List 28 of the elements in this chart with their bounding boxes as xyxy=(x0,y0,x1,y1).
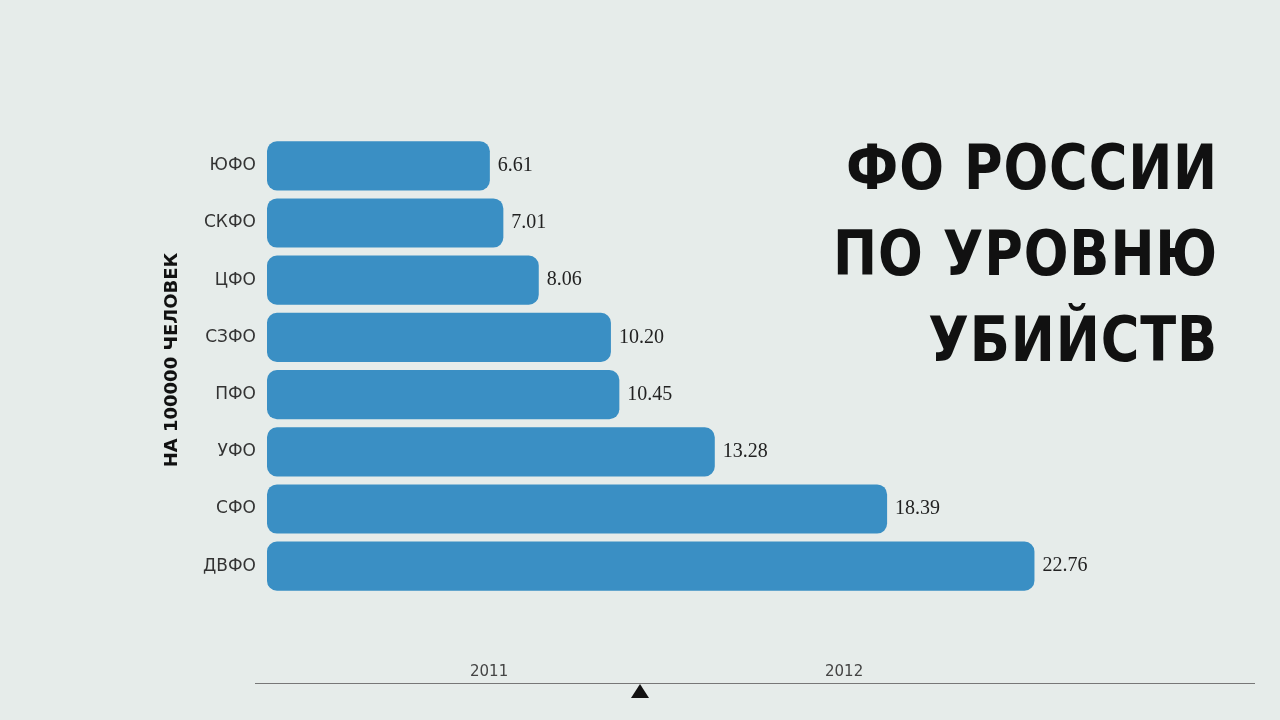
y-axis-title: НА 100000 ЧЕЛОВЕК xyxy=(159,252,181,468)
y-tick-label: СКФО xyxy=(203,211,256,232)
bar xyxy=(266,370,620,420)
y-tick-label: ПФО xyxy=(215,383,256,404)
text: ФО РОССИИ ПО УРОВНЮ УБИЙСТВ xyxy=(832,130,1218,378)
data-label: 22.76 xyxy=(1042,553,1088,576)
bar xyxy=(266,541,1035,591)
bar xyxy=(266,141,490,191)
y-tick-label: ЮФО xyxy=(209,154,256,175)
data-label: 7.01 xyxy=(511,210,547,233)
bar xyxy=(266,427,715,477)
y-tick-label: ДВФО xyxy=(202,554,256,575)
bar xyxy=(266,198,504,248)
y-tick-label: СЗФО xyxy=(205,325,256,346)
y-tick-label: ЦФО xyxy=(214,268,256,289)
bar xyxy=(266,312,611,362)
data-label: 8.06 xyxy=(546,267,582,290)
text: 2012 xyxy=(825,662,864,680)
data-label: 18.39 xyxy=(895,496,941,519)
data-label: 13.28 xyxy=(722,439,768,462)
data-label: 6.61 xyxy=(497,153,533,176)
text: 2011 xyxy=(470,662,509,680)
data-label: 10.20 xyxy=(618,324,664,347)
bar xyxy=(266,255,539,305)
y-tick-label: УФО xyxy=(217,440,256,461)
y-tick-label: СФО xyxy=(216,497,256,518)
bar xyxy=(266,484,888,534)
data-label: 10.45 xyxy=(627,381,673,404)
